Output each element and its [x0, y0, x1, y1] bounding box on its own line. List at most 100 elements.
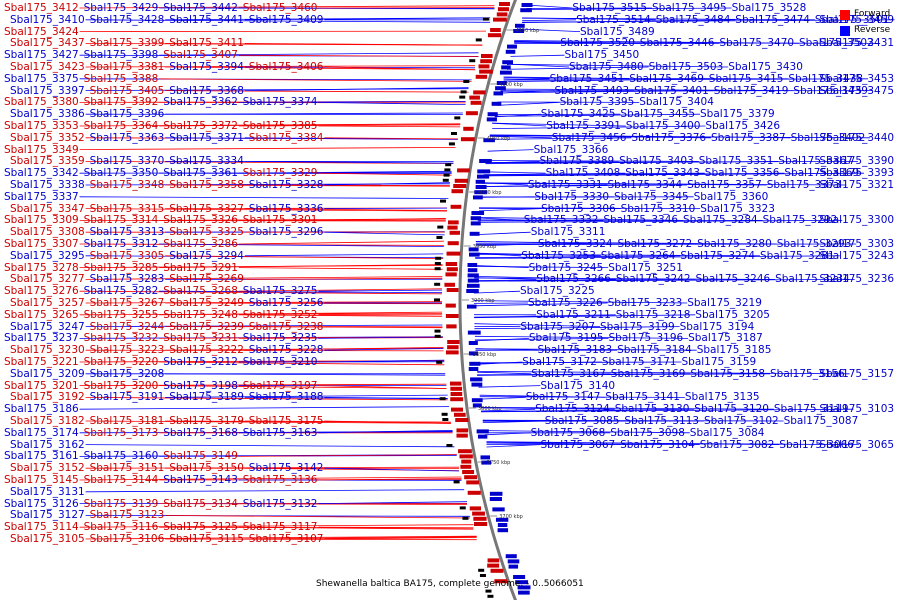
- leader-line: [318, 430, 453, 434]
- gene-label: Sbal175_3150: [169, 462, 244, 475]
- leader-line: [159, 78, 472, 82]
- gene-label: Sbal175_3144: [83, 474, 159, 486]
- gc-skew-mark: [454, 116, 461, 120]
- gene-label: Sbal175_3437: [10, 37, 85, 50]
- gc-skew-mark: [436, 360, 443, 364]
- gene-label: Sbal175_3085: [544, 415, 620, 427]
- genome-ring: [458, 0, 518, 600]
- gene-label: Sbal175_3068: [530, 426, 606, 439]
- leader-line: [477, 371, 532, 375]
- gene-features: [434, 2, 533, 598]
- gene-label: Sbal175_3067: [540, 438, 616, 451]
- leader-line: [492, 122, 626, 127]
- gene-label: Sbal175_3184: [617, 344, 692, 357]
- reverse-gene: [471, 211, 485, 215]
- leader-line: [318, 359, 445, 363]
- gene-label: Sbal175_3246: [695, 273, 771, 286]
- leader-line: [85, 349, 444, 352]
- forward-gene: [449, 230, 460, 235]
- leader-line: [318, 336, 443, 339]
- leader-line: [318, 102, 466, 105]
- gene-label: Sbal175_3315: [89, 202, 165, 215]
- leader-line: [79, 406, 450, 410]
- forward-gene: [463, 126, 474, 131]
- scale-label: 3950 kbp: [473, 244, 497, 250]
- gc-skew-mark: [442, 418, 449, 421]
- gene-label: Sbal175_3323: [700, 202, 775, 215]
- gene-label: Sbal175_3183: [537, 344, 613, 357]
- leader-line: [526, 7, 653, 9]
- gene-label: Sbal175_3282: [83, 285, 159, 298]
- leader-line: [489, 137, 632, 140]
- reverse-gene: [508, 564, 519, 569]
- gene-label: Sbal175_3415: [708, 72, 784, 85]
- forward-gene: [447, 225, 458, 230]
- gc-skew-mark: [479, 574, 486, 577]
- gene-label: Sbal175_3301: [242, 214, 318, 227]
- gene-label: Sbal175_3453: [819, 72, 895, 85]
- leader-line: [159, 311, 443, 316]
- backbone-arc: [458, 0, 518, 600]
- forward-gene: [447, 241, 459, 246]
- gene-label: Sbal175_3396: [89, 108, 165, 121]
- leader-line: [485, 160, 699, 162]
- reverse-gene: [521, 3, 533, 7]
- reverse-gene: [491, 101, 502, 106]
- reverse-gene: [468, 341, 478, 345]
- gene-label: Sbal175_3252: [242, 308, 318, 321]
- gc-skew-mark: [462, 516, 469, 520]
- reverse-gene: [497, 523, 508, 527]
- forward-gene: [456, 428, 469, 433]
- gc-skew-mark: [459, 95, 466, 99]
- forward-gene: [446, 288, 459, 292]
- forward-gene: [446, 324, 457, 329]
- gene-label: Sbal175_3440: [819, 131, 895, 144]
- forward-gene: [456, 433, 468, 438]
- gene-label: Sbal175_3350: [83, 167, 159, 180]
- gc-skew-mark: [469, 59, 476, 63]
- leader-line: [477, 219, 763, 222]
- gene-label: Sbal175_3528: [731, 2, 807, 14]
- leader-line: [475, 241, 777, 245]
- leader-line: [474, 338, 609, 341]
- gene-label: Sbal175_3104: [620, 438, 695, 451]
- gc-skew-mark: [440, 199, 447, 203]
- leader-line: [473, 302, 608, 307]
- gene-label: Sbal175_3475: [819, 84, 895, 97]
- leader-line: [85, 208, 448, 212]
- forward-gene: [445, 303, 456, 308]
- gene-label: Sbal175_3386: [10, 108, 85, 121]
- gene-label: Sbal175_3208: [89, 367, 165, 380]
- gene-label: Sbal175_3275: [242, 285, 318, 298]
- gene-label: Sbal175_3293: [776, 238, 852, 250]
- leader-line: [318, 172, 452, 176]
- forward-gene: [453, 184, 467, 188]
- gene-label: Sbal175_3123: [89, 509, 165, 522]
- leader-line: [85, 489, 465, 493]
- leader-line: [79, 524, 474, 528]
- gene-label: Sbal175_3406: [248, 61, 324, 73]
- reverse-gene: [513, 575, 526, 579]
- leader-line: [522, 19, 577, 21]
- gene-label: Sbal175_3419: [713, 84, 789, 97]
- gene-label: Sbal175_3438: [788, 72, 864, 85]
- leader-line: [79, 5, 495, 9]
- leader-line: [473, 290, 521, 294]
- gene-label: Sbal175_3265: [4, 308, 79, 321]
- forward-gene: [459, 454, 473, 459]
- leader-line: [85, 515, 471, 517]
- leader-line: [474, 278, 696, 281]
- gene-label: Sbal175_3470: [719, 37, 795, 50]
- leader-line: [79, 196, 449, 199]
- leader-line: [79, 147, 456, 150]
- gene-label: Sbal175_3278: [4, 261, 79, 274]
- leader-line: [85, 420, 451, 424]
- leader-line: [165, 373, 446, 376]
- gene-label: Sbal175_3103: [819, 403, 895, 416]
- gene-label: Sbal175_3307: [4, 238, 79, 250]
- gene-label: Sbal175_3066: [779, 438, 854, 451]
- gene-label: Sbal175_3312: [83, 238, 159, 250]
- gene-label: Sbal175_3376: [631, 131, 707, 144]
- gene-label: Sbal175_3381: [89, 61, 165, 73]
- gene-label: Sbal175_3429: [83, 2, 159, 14]
